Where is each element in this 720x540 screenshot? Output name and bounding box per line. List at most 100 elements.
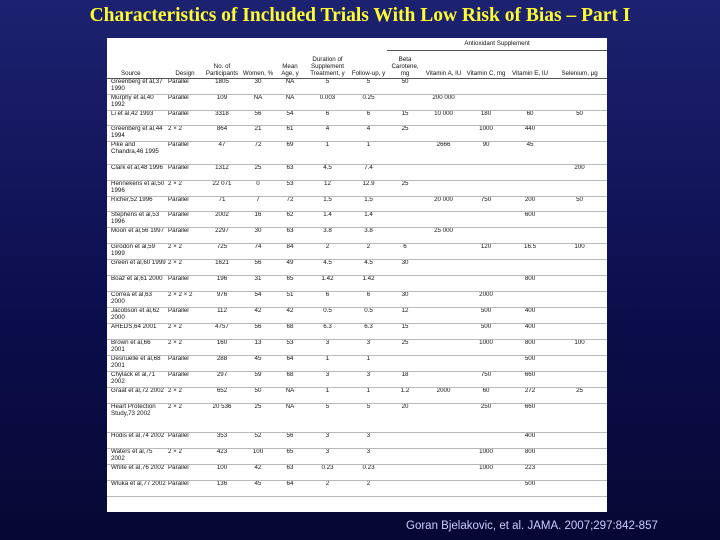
table-cell: 42 [241,307,275,324]
source-cell: AREDS,64 2001 [107,323,167,340]
table-cell: 6.3 [350,323,388,340]
table-cell: 400 [508,432,553,449]
table-cell: 84 [275,243,305,260]
table-cell: NA [241,94,275,111]
table-row: Waters et al,75 2002 2 × 2 423 100 65 3 3 1000 8… [107,448,607,465]
table-cell: 45 [241,355,275,372]
table-cell [552,464,607,481]
table-cell: NA [275,387,305,404]
table-cell: Parallel [167,94,203,111]
table-cell: 353 [203,432,241,449]
table-cell [552,448,607,465]
table-cell [464,355,509,372]
table-cell [387,480,424,497]
table-cell [423,259,465,276]
table-cell: 71 [203,196,241,212]
table-cell: 3 [305,432,350,449]
table-cell: 440 [508,125,553,142]
table-cell [423,371,465,388]
trials-table-panel: Antioxidant Supplement Source Design No. o… [107,38,607,512]
table-cell: 1621 [203,259,241,276]
table-cell [552,432,607,449]
table-cell [423,78,465,95]
table-cell: 21 [241,125,275,142]
table-row: Correa et al,63 2000 2 × 2 × 2 976 54 51 6 6 30… [107,291,607,308]
table-cell: 1000 [464,339,509,356]
table-cell: 15 [387,323,424,340]
source-cell: Hodis et al,74 2002 [107,432,167,449]
table-cell: 3 [305,339,350,356]
table-cell: 3318 [203,110,241,126]
table-row: Richer,52 1996 Parallel 71 7 72 1.5 1.5 20 000 7… [107,196,607,212]
table-cell: 25 [552,387,607,404]
table-row: Murphy et al,40 1992 Parallel 109 NA NA 0.003… [107,94,607,111]
table-cell: 100 [552,339,607,356]
column-header: Mean Age, y [275,50,305,79]
table-cell: 59 [241,371,275,388]
table-cell [423,339,465,356]
table-cell [423,125,465,142]
slide-title: Characteristics of Included Trials With … [89,5,631,26]
table-cell: 2 × 2 [167,387,203,404]
table-row: Pike and Chandra,46 1995 Parallel 47 72 69 1 1… [107,141,607,165]
table-cell: 2 [350,480,388,497]
table-cell: 12.9 [350,180,388,197]
table-cell: 63 [275,464,305,481]
table-cell: 6 [305,291,350,308]
column-header: Vitamin C, mg [464,50,509,79]
table-cell: 12 [387,307,424,324]
table-cell: 1805 [203,78,241,95]
table-cell [552,259,607,276]
table-cell: 25 [241,164,275,181]
table-row: Green et al,60 1999 2 × 2 1621 56 49 4.5 4.5 30 [107,259,607,276]
column-header: No. of Participants [203,50,241,79]
table-cell: 7 [241,196,275,212]
table-cell: 2000 [464,291,509,308]
table-cell: 13 [241,339,275,356]
table-cell: 112 [203,307,241,324]
source-cell: Desnuelle et al,68 2001 [107,355,167,372]
table-cell: Parallel [167,464,203,481]
table-cell: 45 [241,480,275,497]
table-cell: NA [275,403,305,433]
table-cell: 3 [350,432,388,449]
table-cell: 1.4 [305,211,350,228]
table-cell: 1000 [464,448,509,465]
table-cell: 3 [350,371,388,388]
table-cell: Parallel [167,78,203,95]
table-cell: 45 [508,141,553,165]
table-row: Jacobson et al,62 2000 Parallel 112 42 42 0.5… [107,307,607,324]
table-cell: 3.8 [350,227,388,244]
table-cell: 136 [203,480,241,497]
table-cell: 2297 [203,227,241,244]
table-cell: 196 [203,275,241,292]
table-cell [464,211,509,228]
table-cell: Parallel [167,275,203,292]
table-cell [508,164,553,181]
table-cell: 1312 [203,164,241,181]
table-cell: 3 [305,448,350,465]
source-cell: Hennekens et al,50 1996 [107,180,167,197]
table-cell: 22 071 [203,180,241,197]
table-row: Greenberg et al,44 1994 2 × 2 864 21 61 4 4 25 1… [107,125,607,142]
table-cell: 1 [350,387,388,404]
table-cell [387,94,424,111]
table-cell [508,291,553,308]
table-cell: 5 [305,403,350,433]
table-cell: 47 [203,141,241,165]
source-cell: Li et al,42 1993 [107,110,167,126]
table-cell [387,275,424,292]
table-cell: 2 × 2 [167,448,203,465]
table-cell: 63 [275,227,305,244]
table-cell: Parallel [167,164,203,181]
source-cell: Greenberg et al,44 1994 [107,125,167,142]
table-cell [464,480,509,497]
table-cell: 10 000 [423,110,465,126]
table-cell: 90 [464,141,509,165]
source-cell: Girodon et al,59 1999 [107,243,167,260]
table-cell: 500 [464,307,509,324]
table-cell: 53 [275,339,305,356]
table-cell: 50 [552,110,607,126]
table-cell: 1.42 [305,275,350,292]
table-cell [552,480,607,497]
